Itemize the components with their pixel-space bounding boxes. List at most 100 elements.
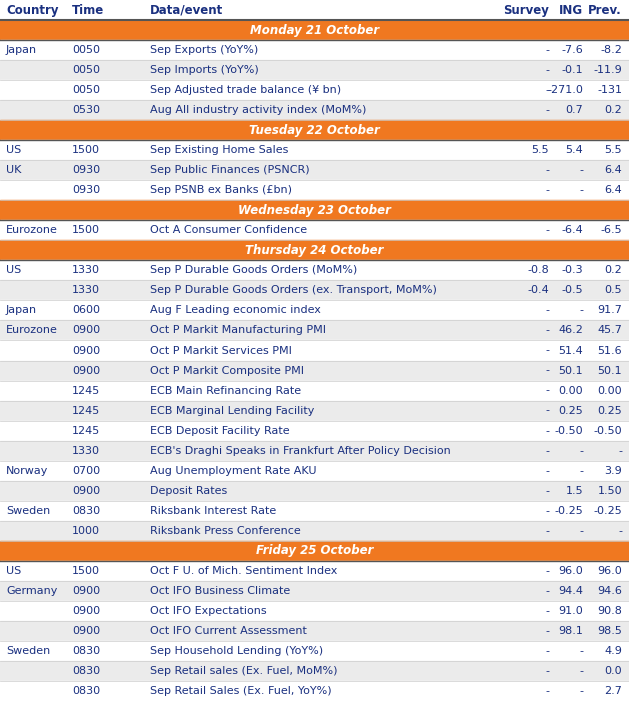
Text: -0.50: -0.50 [554,426,583,435]
Text: -: - [545,65,549,75]
Text: 0050: 0050 [72,45,100,55]
Bar [0,220,629,240]
Text: -6.5: -6.5 [600,225,622,236]
Bar [0,161,629,180]
Bar [0,0,629,20]
Text: 45.7: 45.7 [597,325,622,336]
Text: -: - [579,465,583,476]
Text: Riksbank Interest Rate: Riksbank Interest Rate [150,505,276,516]
Text: 91.0: 91.0 [559,606,583,616]
Text: -: - [579,526,583,536]
Text: -271.0: -271.0 [547,85,583,95]
Text: 0900: 0900 [72,626,100,636]
Text: Sep P Durable Goods Orders (ex. Transport, MoM%): Sep P Durable Goods Orders (ex. Transpor… [150,285,437,295]
Bar [0,280,629,301]
Text: -: - [545,325,549,336]
Bar [0,140,629,161]
Text: Sep Household Lending (YoY%): Sep Household Lending (YoY%) [150,646,323,656]
Text: 1.50: 1.50 [598,486,622,496]
Text: 5.5: 5.5 [604,145,622,155]
Text: Sep Exports (YoY%): Sep Exports (YoY%) [150,45,259,55]
Text: ECB Main Refinancing Rate: ECB Main Refinancing Rate [150,386,301,395]
Bar [0,120,629,140]
Text: Norway: Norway [6,465,48,476]
Text: Sep P Durable Goods Orders (MoM%): Sep P Durable Goods Orders (MoM%) [150,266,357,275]
Text: 0.00: 0.00 [598,386,622,395]
Text: 0.2: 0.2 [604,105,622,115]
Text: Aug F Leading economic index: Aug F Leading economic index [150,306,321,315]
Text: Prev.: Prev. [588,4,622,17]
Bar [0,180,629,200]
Text: US: US [6,145,21,155]
Text: -: - [545,486,549,496]
Text: -: - [545,165,549,175]
Text: -: - [545,666,549,676]
Text: ECB Deposit Facility Rate: ECB Deposit Facility Rate [150,426,289,435]
Text: 0930: 0930 [72,185,100,196]
Text: Sep Adjusted trade balance (¥ bn): Sep Adjusted trade balance (¥ bn) [150,85,341,95]
Text: Oct IFO Current Assessment: Oct IFO Current Assessment [150,626,307,636]
Bar [0,20,629,40]
Bar [0,521,629,540]
Bar [0,601,629,621]
Text: 0050: 0050 [72,65,100,75]
Text: 0930: 0930 [72,165,100,175]
Text: Oct IFO Business Climate: Oct IFO Business Climate [150,586,290,596]
Text: 1500: 1500 [72,566,100,576]
Text: -: - [545,45,549,55]
Text: -: - [545,225,549,236]
Text: -: - [545,185,549,196]
Text: 0600: 0600 [72,306,100,315]
Text: 2.7: 2.7 [604,686,622,696]
Text: 1330: 1330 [72,446,100,456]
Text: 0.0: 0.0 [604,666,622,676]
Text: ING: ING [559,4,583,17]
Text: Riksbank Press Conference: Riksbank Press Conference [150,526,301,536]
Text: Japan: Japan [6,45,37,55]
Bar [0,360,629,381]
Text: Sep Retail sales (Ex. Fuel, MoM%): Sep Retail sales (Ex. Fuel, MoM%) [150,666,338,676]
Bar [0,661,629,681]
Text: Eurozone: Eurozone [6,225,58,236]
Text: 0.25: 0.25 [559,406,583,416]
Bar [0,240,629,260]
Text: 1500: 1500 [72,145,100,155]
Text: 1330: 1330 [72,266,100,275]
Text: 91.7: 91.7 [597,306,622,315]
Text: Oct F U. of Mich. Sentiment Index: Oct F U. of Mich. Sentiment Index [150,566,337,576]
Text: 0830: 0830 [72,505,100,516]
Text: -0.5: -0.5 [561,285,583,295]
Bar [0,681,629,701]
Text: -0.8: -0.8 [527,266,549,275]
Text: -0.3: -0.3 [561,266,583,275]
Bar [0,80,629,100]
Text: 1245: 1245 [72,386,100,395]
Text: -: - [579,306,583,315]
Text: -: - [545,526,549,536]
Text: -: - [545,365,549,376]
Text: 0900: 0900 [72,365,100,376]
Text: 96.0: 96.0 [598,566,622,576]
Text: Sep Retail Sales (Ex. Fuel, YoY%): Sep Retail Sales (Ex. Fuel, YoY%) [150,686,331,696]
Text: Sep Public Finances (PSNCR): Sep Public Finances (PSNCR) [150,165,309,175]
Text: 0.5: 0.5 [604,285,622,295]
Text: 6.4: 6.4 [604,165,622,175]
Text: -: - [545,105,549,115]
Text: Sep PSNB ex Banks (£bn): Sep PSNB ex Banks (£bn) [150,185,292,196]
Text: -: - [545,505,549,516]
Bar [0,540,629,561]
Text: -8.2: -8.2 [600,45,622,55]
Text: 0900: 0900 [72,325,100,336]
Text: -0.4: -0.4 [527,285,549,295]
Text: -: - [545,626,549,636]
Text: 94.4: 94.4 [558,586,583,596]
Text: US: US [6,566,21,576]
Text: 5.5: 5.5 [532,145,549,155]
Text: -: - [545,446,549,456]
Text: Sweden: Sweden [6,505,50,516]
Text: 51.6: 51.6 [598,346,622,355]
Text: 50.1: 50.1 [559,365,583,376]
Text: 4.9: 4.9 [604,646,622,656]
Bar [0,100,629,120]
Text: Germany: Germany [6,586,57,596]
